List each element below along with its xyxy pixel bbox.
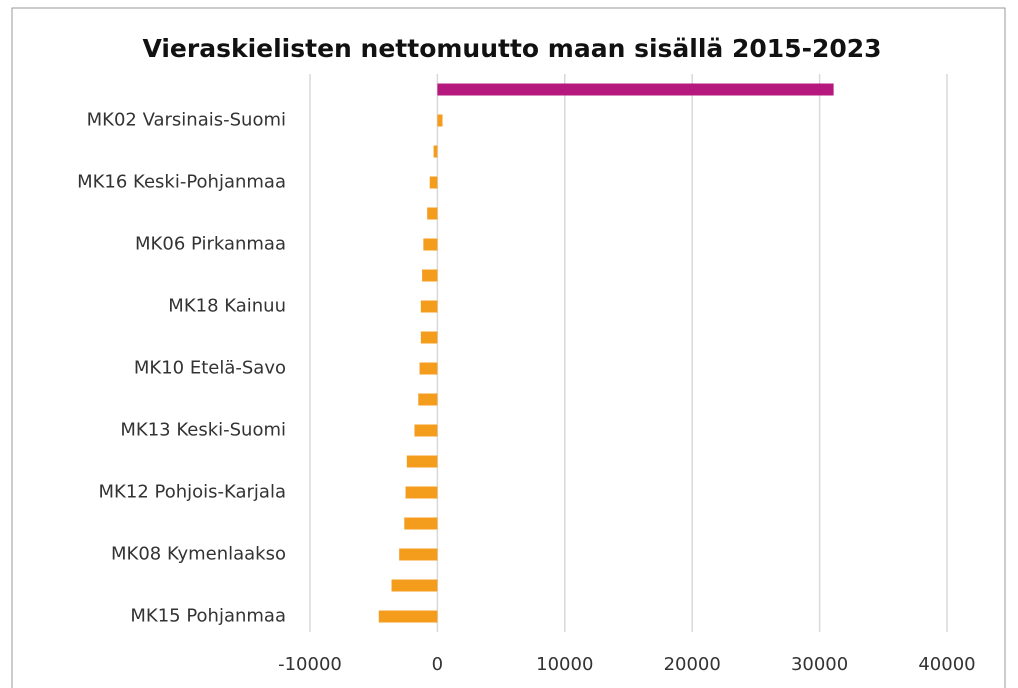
bar [437,83,834,96]
bar [427,207,438,220]
bar [399,548,438,561]
chart-title: Vieraskielisten nettomuutto maan sisällä… [142,34,881,63]
y-tick-label: MK10 Etelä-Savo [134,358,286,379]
x-tick-label: 30000 [791,654,848,675]
bar [404,517,438,530]
bar [423,238,438,251]
chart-frame [11,7,1006,688]
x-tick-label: 10000 [536,654,593,675]
y-tick-label: MK08 Kymenlaakso [111,544,286,565]
y-tick-label: MK02 Varsinais-Suomi [87,110,286,131]
y-tick-label: MK15 Pohjanmaa [130,606,286,627]
bar [429,176,438,189]
y-tick-label: MK13 Keski-Suomi [120,420,286,441]
x-tick-label: -10000 [278,654,342,675]
bar [418,393,438,406]
bar [419,362,438,375]
bar [433,145,438,158]
bar [422,269,438,282]
bar [378,610,438,623]
bar [405,486,438,499]
bar [420,331,438,344]
bar [420,300,438,313]
y-tick-label: MK16 Keski-Pohjanmaa [77,172,286,193]
bar [414,424,438,437]
bar [437,114,443,127]
y-tick-label: MK18 Kainuu [168,296,286,317]
bar [391,579,438,592]
y-tick-label: MK06 Pirkanmaa [135,234,286,255]
bar [406,455,438,468]
x-tick-label: 0 [432,654,443,675]
x-tick-label: 40000 [918,654,975,675]
y-tick-label: MK12 Pohjois-Karjala [99,482,286,503]
x-tick-label: 20000 [664,654,721,675]
